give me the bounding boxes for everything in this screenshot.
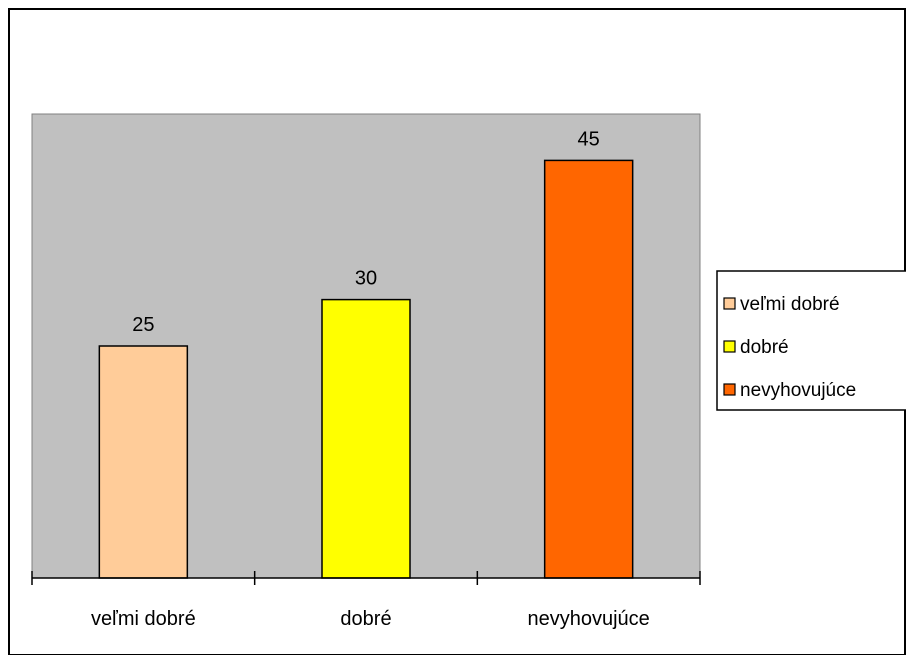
bar-1 <box>98 345 189 579</box>
legend-swatch-3 <box>723 383 736 396</box>
x-tick-label-1: veľmi dobré <box>91 608 196 630</box>
data-label-1: 25 <box>132 314 154 336</box>
legend-swatch-2 <box>723 340 736 353</box>
bar-2 <box>321 298 411 579</box>
legend-swatch-1 <box>723 297 736 310</box>
legend-label-2: dobré <box>740 337 789 358</box>
bar-3 <box>543 159 634 579</box>
legend: veľmi dobré dobré nevyhovujúce <box>716 270 906 411</box>
legend-label-3: nevyhovujúce <box>740 380 856 401</box>
data-label-3: 45 <box>578 128 600 150</box>
x-tick-label-2: dobré <box>340 608 391 630</box>
x-tick-label-3: nevyhovujúce <box>528 608 650 630</box>
data-label-2: 30 <box>355 268 377 290</box>
legend-label-1: veľmi dobré <box>740 294 840 315</box>
legend-box <box>716 270 906 411</box>
x-axis: veľmi dobré dobré nevyhovujúce <box>31 571 701 630</box>
